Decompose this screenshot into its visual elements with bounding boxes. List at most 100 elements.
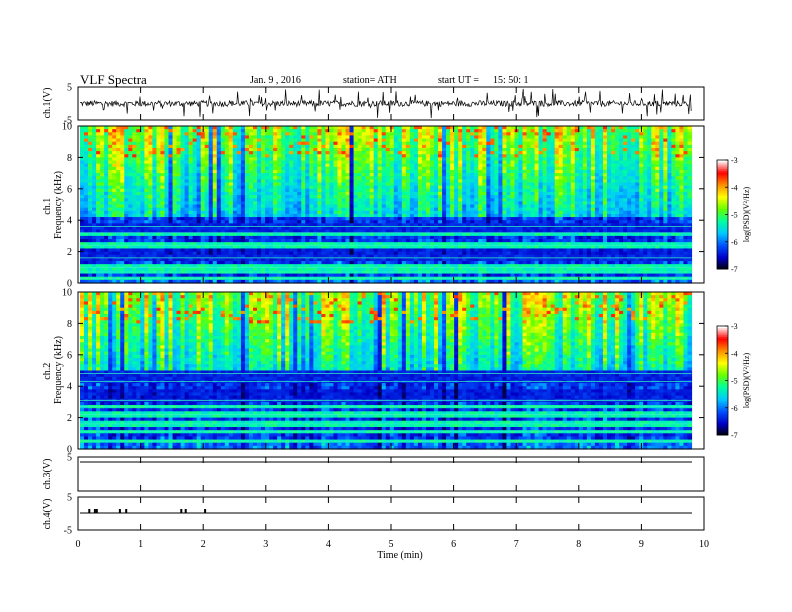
spectrogram-cell [124,169,129,174]
spectrogram-cell [438,157,443,162]
spectrogram-cell [389,129,395,133]
spectrogram-cell [397,138,403,143]
spectrogram-cell [369,141,375,146]
spectrogram-cell [466,144,471,149]
spectrogram-cell [522,160,528,165]
spectrogram-cell [261,147,266,152]
spectrogram-cell [160,176,166,180]
spectrogram-cell [574,138,580,143]
spectrogram-cell [458,138,463,143]
spectrogram-cell [381,144,387,149]
spectrogram-cell [647,147,652,152]
spectrogram-cell [377,138,383,143]
spectrogram-cell [663,138,668,143]
spectrogram-cell [325,154,331,158]
spectrogram-cell [305,132,310,137]
spectrogram-cell [639,160,644,165]
spectrogram-cell [365,176,371,180]
spectrogram-cell [478,166,483,171]
spectrogram-cell [667,179,672,184]
spectrogram-cell [164,129,170,133]
spectrogram-cell [337,176,343,180]
spectrogram-cell [474,141,479,146]
spectrogram-cell [108,151,113,155]
spectrogram-cell [478,173,483,177]
spectrogram-cell [643,157,648,162]
spectrogram-cell [566,141,572,146]
spectrogram-cell [116,154,121,158]
spectrogram-cell [413,151,419,155]
spectrogram-cell [281,173,286,177]
spectrogram-cell [224,176,230,180]
spectrogram-cell [345,169,351,174]
spectrogram-cell [627,138,632,143]
spectrogram-cell [522,176,528,180]
spectrogram-cell [204,141,210,146]
spectrogram-cell [285,126,290,130]
spectrogram-cell [578,179,584,184]
spectrogram-cell [518,154,524,158]
spectrogram-cell [401,135,407,140]
spectrogram-cell [176,129,182,133]
spectrogram-cell [602,126,608,130]
spectrogram-cell [212,144,218,149]
spectrogram-cell [100,147,105,152]
spectrogram-cell [643,144,648,149]
spectrogram-cell [558,141,564,146]
spectrogram-cell [281,151,286,155]
spectrogram-cell [590,151,596,155]
spectrogram-cell [675,144,681,149]
spectrogram-cell [498,147,503,152]
spectrogram-cell [405,151,411,155]
spectrogram-cell [140,176,145,180]
spectrogram-cell [192,166,198,171]
spectrogram-cell [389,138,395,143]
spectrogram-cell [140,132,145,137]
spectrogram-cell [269,160,274,165]
spectrogram-cell [88,169,93,174]
spectrogram-cell [156,160,162,165]
spectrogram-cell [124,132,129,137]
spectrogram-cell [546,138,552,143]
spectrogram-cell [349,176,355,180]
spectrogram-cell [482,179,487,184]
spectrogram-cell [184,166,190,171]
spectrogram-cell [248,141,254,146]
spectrogram-cell [208,160,214,165]
spectrogram-cell [236,157,242,162]
spectrogram-cell [675,141,681,146]
spectrogram-cell [510,157,516,162]
spectrogram-cell [349,160,355,165]
spectrogram-cell [474,138,479,143]
spectrogram-cell [590,160,596,165]
spectrogram-cell [667,166,672,171]
spectrogram-cell [438,154,443,158]
spectrogram-cell [96,173,101,177]
spectrogram-cell [462,135,467,140]
spectrogram-cell [369,144,375,149]
spectrogram-cell [466,173,471,177]
spectrogram-cell [325,176,331,180]
spectrogram-cell [486,173,491,177]
spectrogram-cell [188,129,194,133]
spectrogram-cell [232,132,238,137]
spectrogram-cell [558,135,564,140]
spectrogram-cell [663,135,668,140]
spectrogram-cell [144,163,149,168]
spectrogram-cell [216,176,222,180]
spectrogram-cell [518,138,524,143]
spectrogram-cell [434,160,439,165]
spectrogram-cell [120,138,125,143]
spectrogram-cell [357,157,363,162]
spectrogram-cell [293,144,298,149]
spectrogram-cell [413,157,419,162]
spectrogram-cell [341,144,347,149]
spectrogram-cell [466,138,471,143]
spectrogram-cell [570,154,576,158]
spectrogram-cell [124,157,129,162]
spectrogram-cell [534,129,540,133]
spectrogram-cell [627,154,632,158]
spectrogram-cell [220,141,226,146]
spectrogram-cell [421,169,427,174]
spectrogram-cell [160,166,166,171]
